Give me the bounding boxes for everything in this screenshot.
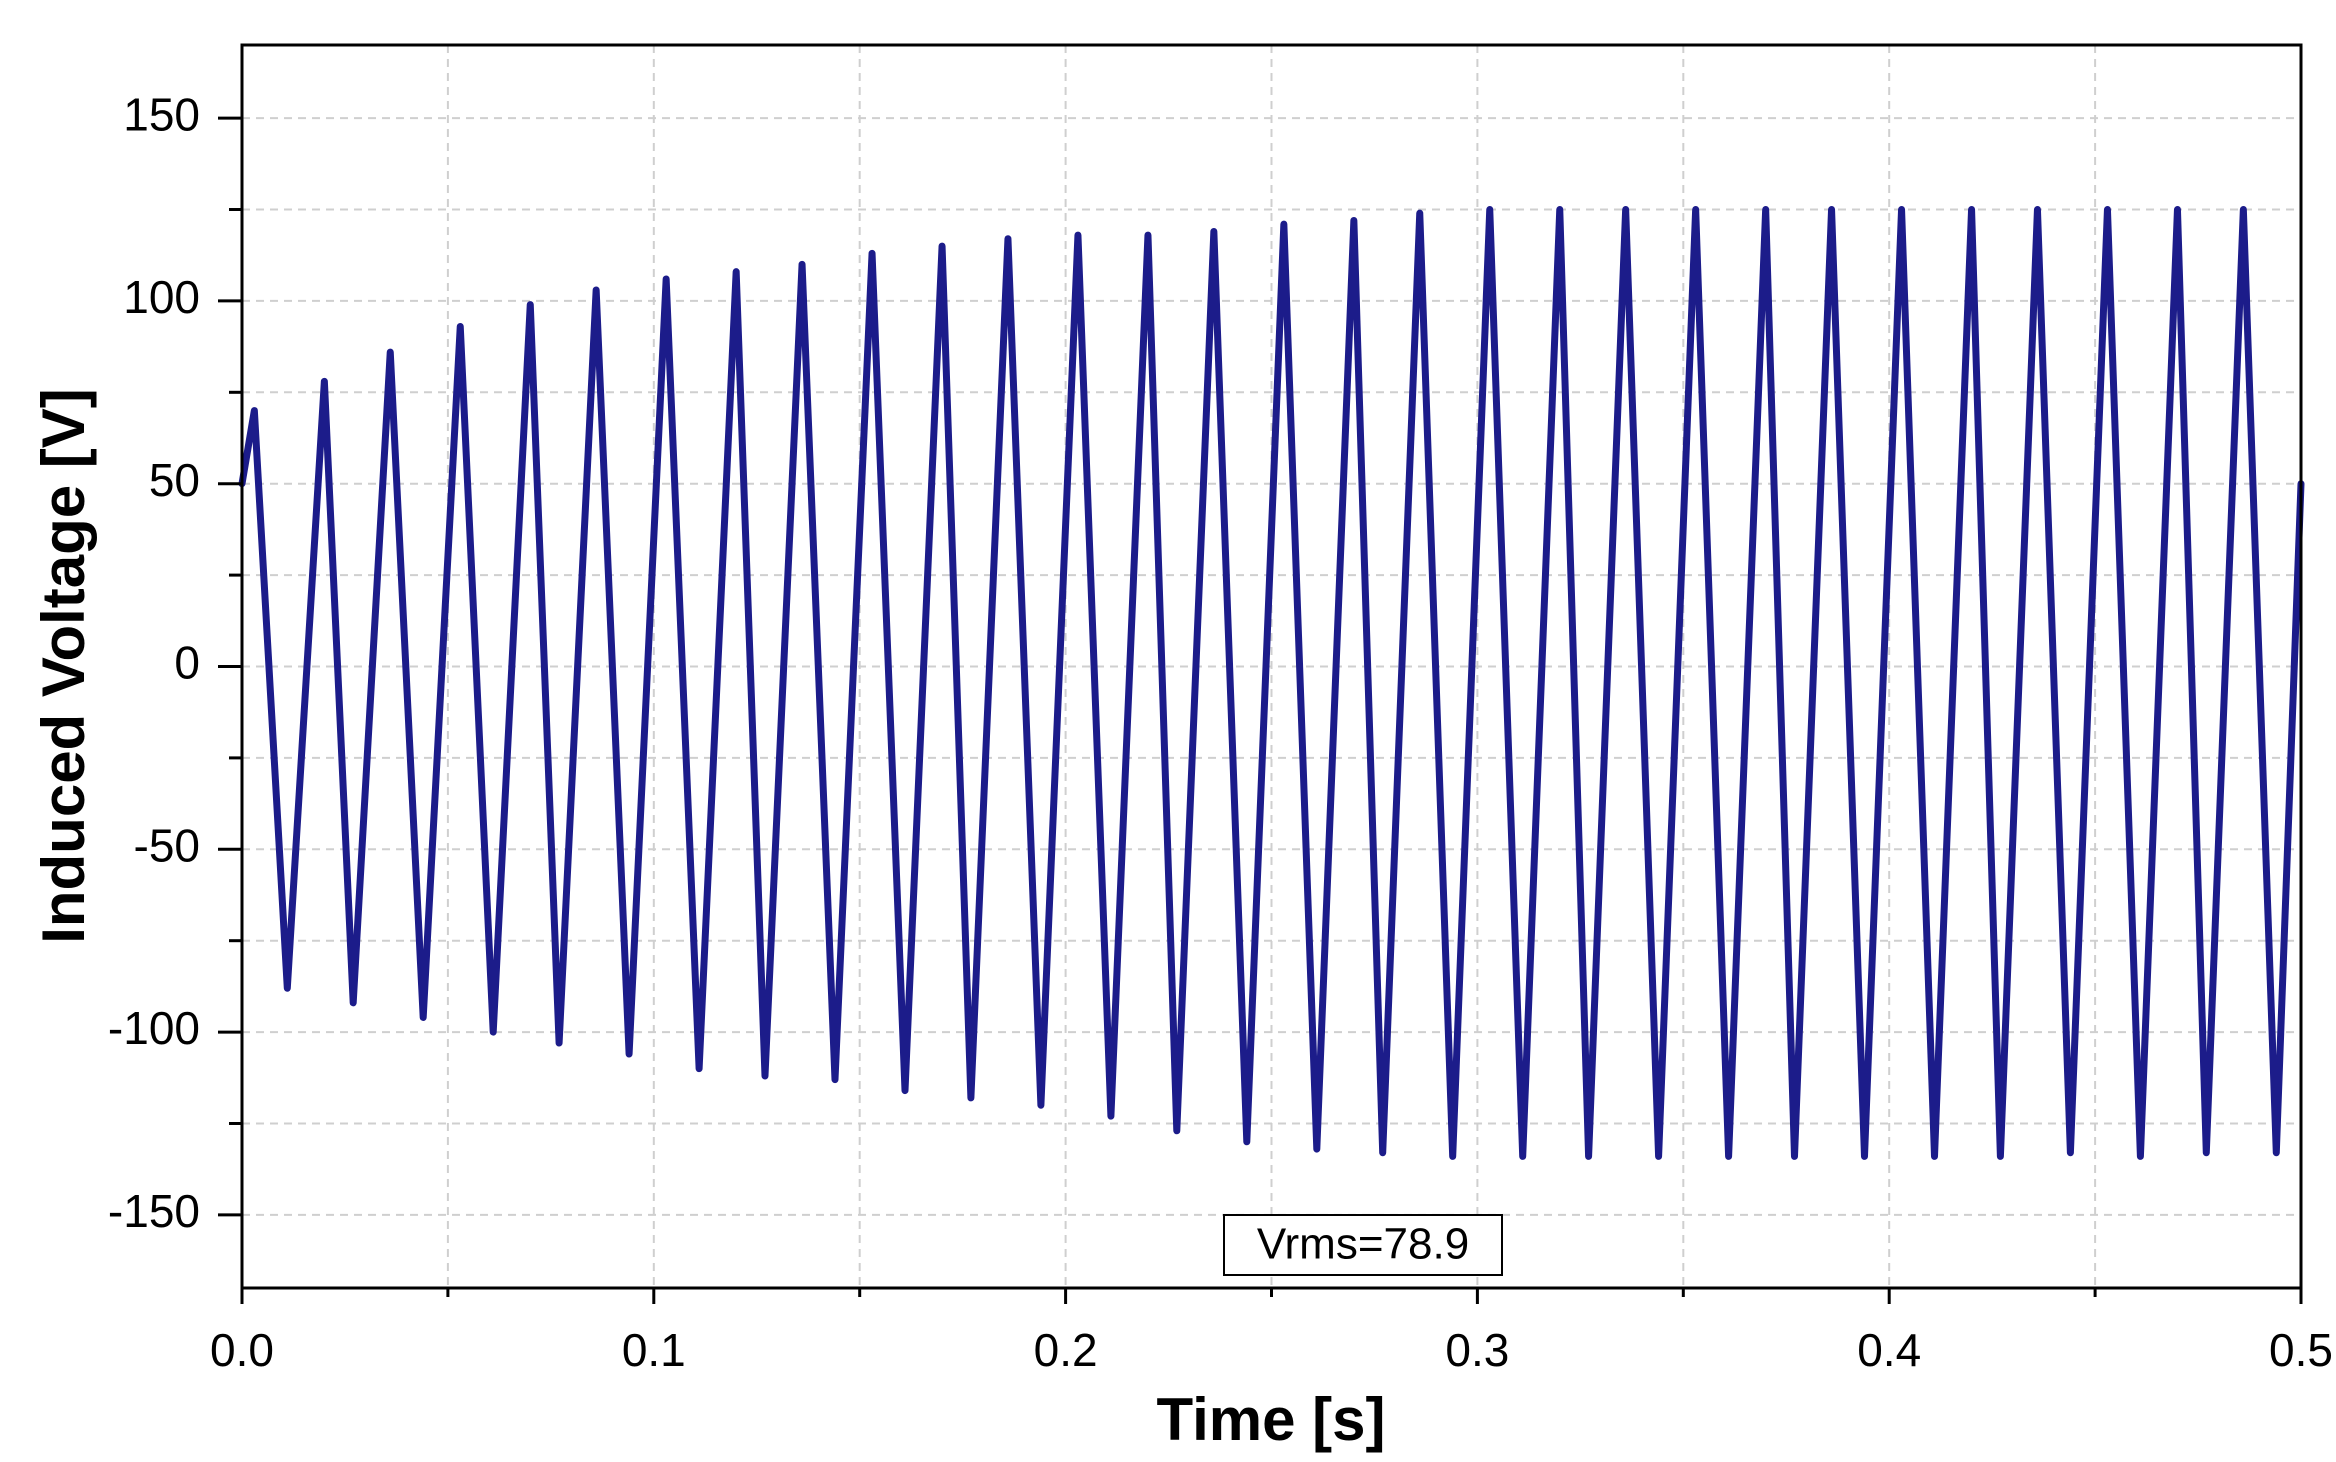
y-tick-label: 150 xyxy=(123,88,200,140)
data-line xyxy=(238,206,2305,1160)
y-tick-label: -50 xyxy=(134,819,200,871)
x-tick-label: 0.1 xyxy=(622,1324,686,1376)
annotation-box xyxy=(1223,1214,1503,1276)
y-axis-title: Induced Voltage [V] xyxy=(30,388,97,944)
y-tick-label: -100 xyxy=(108,1002,200,1054)
x-tick-label: 0.0 xyxy=(210,1324,274,1376)
y-tick-label: 50 xyxy=(149,454,200,506)
y-tick-label: 0 xyxy=(174,637,200,689)
y-tick-label: 100 xyxy=(123,271,200,323)
x-tick-label: 0.2 xyxy=(1034,1324,1098,1376)
x-tick-label: 0.4 xyxy=(1857,1324,1921,1376)
x-axis-title: Time [s] xyxy=(1157,1386,1386,1453)
y-tick-label: -150 xyxy=(108,1185,200,1237)
x-tick-label: 0.3 xyxy=(1445,1324,1509,1376)
annotation: Vrms=78.9 xyxy=(1257,1220,1469,1269)
x-tick-label: 0.5 xyxy=(2269,1324,2333,1376)
